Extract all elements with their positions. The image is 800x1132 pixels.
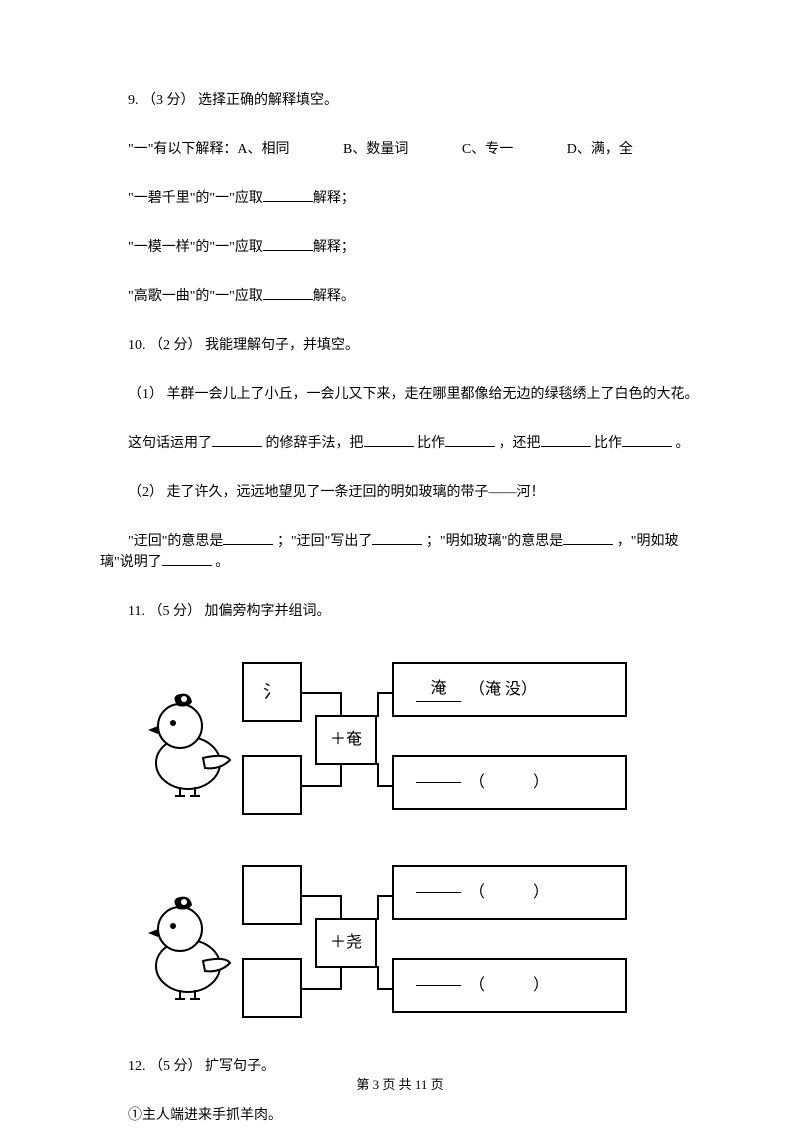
chick-icon <box>140 688 240 798</box>
q9-title: 9. （3 分） 选择正确的解释填空。 <box>100 90 700 111</box>
q9-line1-b: 解释； <box>313 191 355 206</box>
connector <box>340 692 342 717</box>
q10-p1: （1） 羊群一会儿上了小丘，一会儿又下来，走在哪里都像给无边的绿毯绣上了白色的大… <box>100 384 700 405</box>
base-char-box: ＋尧 <box>315 918 377 968</box>
blank-input[interactable] <box>263 286 313 300</box>
q9-line2-a: "一模一样"的"一"应取 <box>128 240 263 255</box>
q9-opt-d: D、满，全 <box>567 142 633 157</box>
text: ，还把 <box>499 436 541 451</box>
q11-diagram-2: ＋尧 （ ） （ ） <box>140 853 640 1028</box>
connector <box>340 966 342 990</box>
radical-box-top[interactable] <box>242 865 302 925</box>
text: 比作 <box>594 436 622 451</box>
blank-input[interactable] <box>223 531 273 545</box>
paren: （ ） <box>469 974 549 998</box>
text: 这句话运用了 <box>128 436 212 451</box>
blank-input[interactable] <box>445 433 495 447</box>
word-answer: （淹 没） <box>469 678 537 702</box>
blank-input[interactable] <box>563 531 613 545</box>
text: ；"明如玻璃"的意思是 <box>426 534 563 549</box>
q9-options: "一"有以下解释：A、相同 B、数量词 C、专一 D、满，全 <box>100 139 700 160</box>
q9-opt-c: C、专一 <box>462 142 513 157</box>
q9-line3-a: "高歌一曲"的"一"应取 <box>128 289 263 304</box>
result-box-bot[interactable]: （ ） <box>392 755 627 810</box>
blank-input[interactable] <box>416 782 461 783</box>
connector <box>302 895 342 897</box>
q9-opt-b: B、数量词 <box>343 142 408 157</box>
blank-input[interactable] <box>416 892 461 893</box>
char-answer: 淹 <box>416 677 461 702</box>
connector <box>302 692 342 694</box>
q9-line1: "一碧千里"的"一"应取 解释； <box>100 188 700 209</box>
base-char-box: ＋奄 <box>315 715 377 765</box>
q10-p1a: 这句话运用了 的修辞手法，把 比作 ，还把 比作 。 <box>100 433 700 454</box>
blank-input[interactable] <box>416 985 461 986</box>
q9-intro: "一"有以下解释：A、相同 <box>128 142 290 157</box>
q11-diagram-1: 氵 ＋奄 淹 （淹 没） （ ） <box>140 650 640 825</box>
q9-line1-a: "一碧千里"的"一"应取 <box>128 191 263 206</box>
q9-line3-b: 解释。 <box>313 289 355 304</box>
text: "迂回"的意思是 <box>128 534 223 549</box>
result-box-top: 淹 （淹 没） <box>392 662 627 717</box>
connector <box>302 785 342 787</box>
result-box-bot[interactable]: （ ） <box>392 958 627 1013</box>
text: 。 <box>215 555 229 570</box>
page-footer: 第 3 页 共 11 页 <box>0 1075 800 1095</box>
blank-input[interactable] <box>622 433 672 447</box>
text: 的修辞手法，把 <box>266 436 364 451</box>
connector <box>377 895 379 920</box>
text: 。 <box>676 436 690 451</box>
blank-input[interactable] <box>263 237 313 251</box>
connector <box>377 966 379 990</box>
blank-input[interactable] <box>212 433 262 447</box>
radical-box-top[interactable]: 氵 <box>242 662 302 722</box>
radical-box-bot[interactable] <box>242 958 302 1018</box>
connector <box>377 763 379 787</box>
paren: （ ） <box>469 881 549 905</box>
q10-p2: （2） 走了许久，远远地望见了一条迂回的明如玻璃的带子——河！ <box>100 482 700 503</box>
blank-input[interactable] <box>162 552 212 566</box>
connector <box>340 895 342 920</box>
blank-input[interactable] <box>263 188 313 202</box>
radical-box-bot[interactable] <box>242 755 302 815</box>
q9-line3: "高歌一曲"的"一"应取 解释。 <box>100 286 700 307</box>
text: 比作 <box>417 436 445 451</box>
q12-p1: ①主人端进来手抓羊肉。 <box>100 1105 700 1126</box>
q9-line2: "一模一样"的"一"应取 解释； <box>100 237 700 258</box>
connector <box>377 692 379 717</box>
q10-p2a: "迂回"的意思是 ；"迂回"写出了 ；"明如玻璃"的意思是 ，"明如玻璃"说明了… <box>100 531 700 573</box>
text: ；"迂回"写出了 <box>277 534 372 549</box>
q11-title: 11. （5 分） 加偏旁构字并组词。 <box>100 601 700 622</box>
q10-title: 10. （2 分） 我能理解句子，并填空。 <box>100 335 700 356</box>
blank-input[interactable] <box>541 433 591 447</box>
connector <box>302 988 342 990</box>
connector <box>340 763 342 787</box>
q9-line2-b: 解释； <box>313 240 355 255</box>
result-box-top[interactable]: （ ） <box>392 865 627 920</box>
blank-input[interactable] <box>364 433 414 447</box>
paren: （ ） <box>469 771 549 795</box>
chick-icon <box>140 891 240 1001</box>
blank-input[interactable] <box>372 531 422 545</box>
